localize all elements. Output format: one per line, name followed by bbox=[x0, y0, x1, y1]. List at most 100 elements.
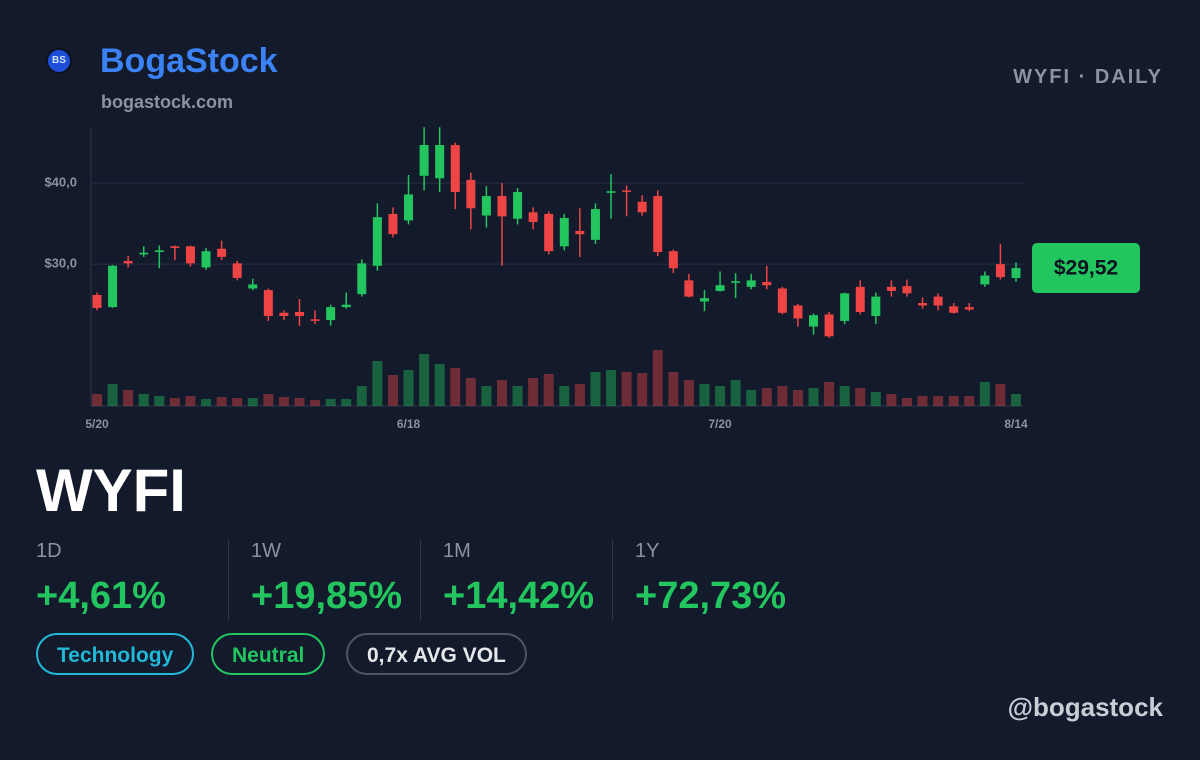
volume-bar bbox=[278, 397, 289, 406]
volume-bar bbox=[356, 386, 367, 406]
candle-body bbox=[840, 293, 850, 321]
brand-name: BogaStock bbox=[100, 42, 278, 80]
candle-body bbox=[419, 145, 429, 176]
volume-bar bbox=[792, 390, 803, 406]
stat: 1D +4,61% bbox=[36, 540, 166, 618]
stat-label: 1M bbox=[443, 540, 471, 562]
volume-bar bbox=[668, 372, 679, 406]
candle-body bbox=[544, 213, 554, 252]
stat: 1W +19,85% bbox=[251, 540, 402, 618]
candle-body bbox=[637, 201, 647, 213]
candle-body bbox=[248, 284, 258, 289]
candle-body bbox=[606, 191, 616, 193]
volume-bar bbox=[855, 388, 866, 406]
stat-value: +72,73% bbox=[635, 575, 787, 617]
tag: Technology bbox=[36, 633, 195, 675]
x-tick-label: 5/20 bbox=[85, 417, 109, 431]
stat-label: 1Y bbox=[635, 540, 660, 562]
candle-body bbox=[886, 286, 896, 291]
volume-bar bbox=[310, 400, 321, 406]
volume-bar bbox=[574, 384, 585, 406]
candle-body bbox=[466, 179, 476, 209]
y-tick-label: $40,0 bbox=[44, 175, 77, 190]
y-tick-label: $30,0 bbox=[44, 256, 77, 271]
volume-bar bbox=[870, 392, 881, 406]
x-tick-label: 6/18 bbox=[397, 417, 421, 431]
candle-body bbox=[746, 280, 756, 287]
candle-body bbox=[294, 311, 304, 317]
candle-body bbox=[154, 250, 164, 253]
subtitle: WYFI · DAILY bbox=[1013, 66, 1163, 88]
volume-bar bbox=[699, 384, 710, 406]
volume-bar bbox=[1011, 394, 1021, 406]
volume-bar bbox=[933, 396, 944, 406]
volume-bar bbox=[886, 394, 897, 406]
tag: Neutral bbox=[211, 633, 326, 675]
volume-bar bbox=[808, 388, 819, 406]
candle-body bbox=[310, 319, 320, 321]
candle-body bbox=[715, 285, 725, 291]
candle-body bbox=[341, 304, 351, 308]
candle-body bbox=[388, 213, 398, 235]
volume-bar bbox=[901, 398, 912, 406]
candle-body bbox=[279, 312, 289, 317]
stat-value: +14,42% bbox=[443, 575, 595, 617]
candle-body bbox=[622, 190, 632, 192]
candle-body bbox=[949, 306, 959, 313]
divider bbox=[612, 540, 613, 620]
tag: 0,7x AVG VOL bbox=[346, 633, 527, 675]
logo: BS bbox=[46, 48, 72, 74]
candle-body bbox=[684, 280, 694, 297]
volume-bar bbox=[232, 398, 243, 406]
candle-body bbox=[357, 263, 367, 295]
x-tick-label: 7/20 bbox=[708, 417, 732, 431]
candle-body bbox=[497, 196, 507, 217]
stat: 1Y +72,73% bbox=[635, 540, 786, 618]
candle-body bbox=[731, 281, 741, 283]
volume-bar bbox=[559, 386, 570, 406]
volume-bar bbox=[201, 399, 212, 406]
candle-body bbox=[170, 246, 180, 248]
candle-body bbox=[590, 209, 600, 240]
volume-bar bbox=[294, 398, 305, 406]
candle-body bbox=[995, 264, 1005, 278]
candle-body bbox=[793, 305, 803, 319]
volume-bar bbox=[839, 386, 850, 406]
volume-bar bbox=[341, 399, 352, 406]
candle-body bbox=[809, 315, 819, 327]
volume-bar bbox=[637, 373, 648, 406]
candle-body bbox=[513, 192, 523, 219]
volume-bar bbox=[606, 370, 617, 406]
volume-bar bbox=[372, 361, 383, 406]
price-badge bbox=[1032, 243, 1140, 294]
volume-bar bbox=[403, 370, 414, 406]
volume-bar bbox=[917, 396, 928, 406]
volume-bar bbox=[777, 386, 788, 406]
handle: @bogastock bbox=[1007, 692, 1163, 722]
volume-bar bbox=[263, 394, 274, 406]
volume-bar bbox=[715, 386, 726, 406]
volume-bar bbox=[512, 386, 523, 406]
volume-bar bbox=[761, 388, 772, 406]
volume-bar bbox=[528, 378, 539, 406]
candle-body bbox=[1011, 268, 1021, 278]
candle-body bbox=[653, 196, 663, 253]
volume-bar bbox=[247, 398, 258, 406]
candle-body bbox=[92, 294, 102, 308]
candle-body bbox=[232, 263, 242, 278]
candle-body bbox=[263, 290, 273, 317]
divider bbox=[420, 540, 421, 620]
volume-bar bbox=[590, 372, 601, 406]
candle-body bbox=[902, 286, 912, 294]
brand-site: bogastock.com bbox=[101, 92, 234, 112]
volume-bar bbox=[481, 386, 492, 406]
volume-bar bbox=[138, 394, 149, 406]
candle-body bbox=[918, 303, 928, 306]
candle-body bbox=[185, 246, 195, 264]
candle-body bbox=[777, 288, 787, 313]
candle-body bbox=[404, 194, 414, 221]
volume-bar bbox=[496, 380, 507, 406]
volume-bar bbox=[543, 374, 554, 406]
volume-bar bbox=[123, 390, 134, 406]
